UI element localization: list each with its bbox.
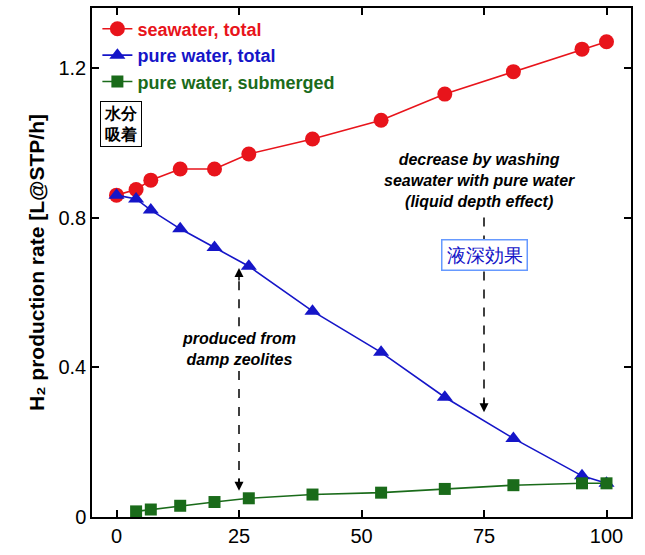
svg-text:pure water, submerged: pure water, submerged (137, 73, 334, 93)
svg-text:seawater, total: seawater, total (137, 20, 261, 40)
svg-text:75: 75 (473, 525, 495, 547)
svg-text:液深効果: 液深効果 (447, 245, 523, 266)
svg-text:decrease by washingseawater wi: decrease by washingseawater with pure wa… (384, 151, 575, 210)
svg-text:1.2: 1.2 (58, 57, 86, 79)
svg-text:25: 25 (228, 525, 250, 547)
svg-text:100: 100 (590, 525, 623, 547)
svg-text:H₂ production rate [L@STP/h]: H₂ production rate [L@STP/h] (25, 114, 48, 411)
svg-text:0: 0 (111, 525, 122, 547)
svg-text:50: 50 (350, 525, 372, 547)
svg-text:produced fromdamp zeolites: produced fromdamp zeolites (182, 330, 296, 368)
svg-text:pure water, total: pure water, total (137, 46, 275, 66)
svg-text:水分吸着: 水分吸着 (104, 105, 138, 143)
svg-text:0: 0 (75, 506, 86, 528)
svg-text:0.8: 0.8 (58, 207, 86, 229)
svg-text:0.4: 0.4 (58, 356, 86, 378)
